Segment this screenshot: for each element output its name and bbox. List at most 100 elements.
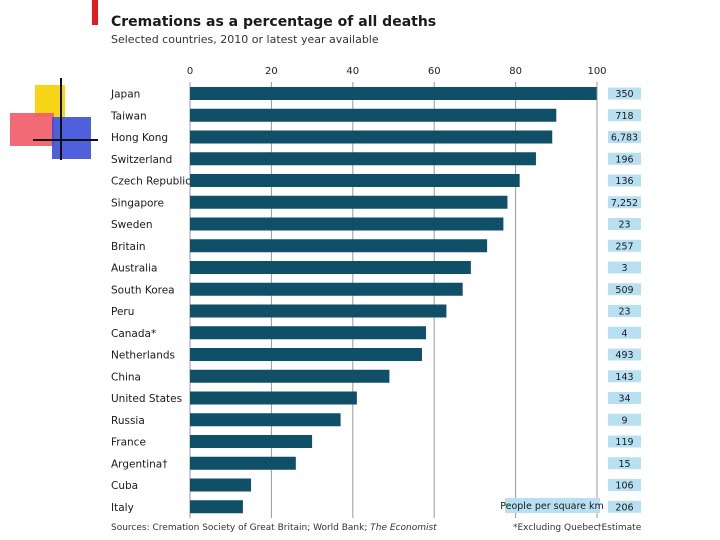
bar-japan <box>190 87 597 100</box>
density-box-france <box>608 435 641 448</box>
density-box-hong-kong <box>608 131 641 143</box>
category-label-hong-kong: Hong Kong <box>111 132 168 144</box>
category-label-switzerland: Switzerland <box>111 154 172 166</box>
density-box-italy <box>608 500 641 513</box>
bar-canada <box>190 326 427 340</box>
category-labels: Japan Taiwan Hong Kong Switzerland Czech Rep… <box>110 89 191 514</box>
bar-italy <box>190 500 243 514</box>
deco-blue-square <box>52 117 91 159</box>
x-tick-label-60: 60 <box>428 66 441 77</box>
density-column: 350 718 6,783 196 136 7,252 23 257 3 509 23 4 493 143… <box>608 87 641 513</box>
density-value-australia: 3 <box>621 263 627 274</box>
bar-united-states <box>190 391 357 405</box>
category-label-japan: Japan <box>110 89 140 101</box>
density-value-united-states: 34 <box>618 394 630 405</box>
bar-netherlands <box>190 348 422 361</box>
bar-sweden <box>190 217 504 231</box>
density-legend-label: People per square km <box>500 501 604 512</box>
density-legend-box <box>505 498 600 513</box>
density-box-australia <box>608 261 641 274</box>
accent-mark <box>92 0 98 25</box>
density-value-hong-kong: 6,783 <box>611 133 638 144</box>
bar-britain <box>190 239 488 253</box>
slide-decoration <box>10 78 98 160</box>
density-value-singapore: 7,252 <box>611 198 638 209</box>
density-box-south-korea <box>608 283 641 296</box>
bar-peru <box>190 304 447 318</box>
x-axis-ticks: 0 20 40 60 80 100 <box>187 66 607 77</box>
category-label-united-states: United States <box>111 393 182 405</box>
density-value-taiwan: 718 <box>615 111 633 122</box>
density-box-japan <box>608 87 641 100</box>
density-value-japan: 350 <box>615 89 633 100</box>
density-value-argentina: 15 <box>618 459 630 470</box>
density-box-cuba <box>608 479 641 491</box>
category-label-france: France <box>111 437 146 449</box>
density-value-britain: 257 <box>615 241 633 252</box>
bar-czech-republic <box>190 174 520 187</box>
source-note: Sources: Cremation Society of Great Brit… <box>111 523 437 533</box>
footnote-quebec: *Excluding Quebec <box>513 523 599 533</box>
bar-france <box>190 435 313 448</box>
category-label-china: China <box>111 371 141 383</box>
density-value-russia: 9 <box>621 415 627 426</box>
density-value-south-korea: 509 <box>615 285 633 296</box>
density-box-switzerland <box>608 152 641 165</box>
bar-china <box>190 369 390 383</box>
category-label-czech-republic: Czech Republic <box>111 176 191 188</box>
density-value-canada: 4 <box>621 328 627 339</box>
density-box-united-states <box>608 392 641 404</box>
category-label-sweden: Sweden <box>111 219 153 231</box>
bar-south-korea <box>190 282 463 296</box>
category-label-italy: Italy <box>111 502 134 514</box>
bars <box>190 87 597 514</box>
density-box-britain <box>608 239 641 252</box>
x-tick-label-40: 40 <box>346 66 359 77</box>
deco-red-square <box>10 113 54 146</box>
density-box-sweden <box>608 218 641 230</box>
source-text: Sources: Cremation Society of Great Brit… <box>111 523 367 533</box>
density-value-cuba: 106 <box>615 481 633 492</box>
bar-switzerland <box>190 152 536 166</box>
density-value-netherlands: 493 <box>615 350 633 361</box>
x-tick-label-80: 80 <box>509 66 522 77</box>
bar-cuba <box>190 478 252 492</box>
category-label-britain: Britain <box>111 241 146 253</box>
density-value-peru: 23 <box>618 307 630 318</box>
category-label-south-korea: South Korea <box>111 284 175 296</box>
x-tick-label-20: 20 <box>265 66 278 77</box>
density-box-singapore <box>608 196 641 209</box>
density-box-argentina <box>608 457 641 470</box>
bar-taiwan <box>190 108 557 122</box>
density-value-china: 143 <box>615 372 633 383</box>
category-label-peru: Peru <box>111 306 134 318</box>
category-label-singapore: Singapore <box>111 197 164 209</box>
density-box-canada <box>608 326 641 339</box>
category-label-netherlands: Netherlands <box>111 350 175 362</box>
x-tick-label-0: 0 <box>187 66 193 77</box>
bar-hong-kong <box>190 130 553 144</box>
x-tick-label-100: 100 <box>587 66 606 77</box>
chart-subtitle: Selected countries, 2010 or latest year … <box>111 33 379 46</box>
bar-australia <box>190 261 471 274</box>
density-value-sweden: 23 <box>618 220 630 231</box>
density-value-italy: 206 <box>615 502 633 513</box>
category-label-taiwan: Taiwan <box>110 110 147 122</box>
category-label-argentina: Argentina† <box>111 458 167 470</box>
density-value-switzerland: 196 <box>615 154 633 165</box>
density-value-france: 119 <box>615 437 633 448</box>
density-box-netherlands <box>608 348 641 361</box>
source-italic: The Economist <box>370 523 437 533</box>
gridlines <box>189 82 598 518</box>
density-box-russia <box>608 413 641 426</box>
density-value-czech-republic: 136 <box>615 176 633 187</box>
bar-russia <box>190 413 341 427</box>
bar-argentina <box>190 456 296 470</box>
density-box-peru <box>608 305 641 317</box>
density-box-china <box>608 370 641 383</box>
category-label-russia: Russia <box>111 415 145 427</box>
bar-singapore <box>190 195 508 209</box>
category-label-australia: Australia <box>111 263 157 275</box>
category-label-canada: Canada* <box>111 328 156 340</box>
